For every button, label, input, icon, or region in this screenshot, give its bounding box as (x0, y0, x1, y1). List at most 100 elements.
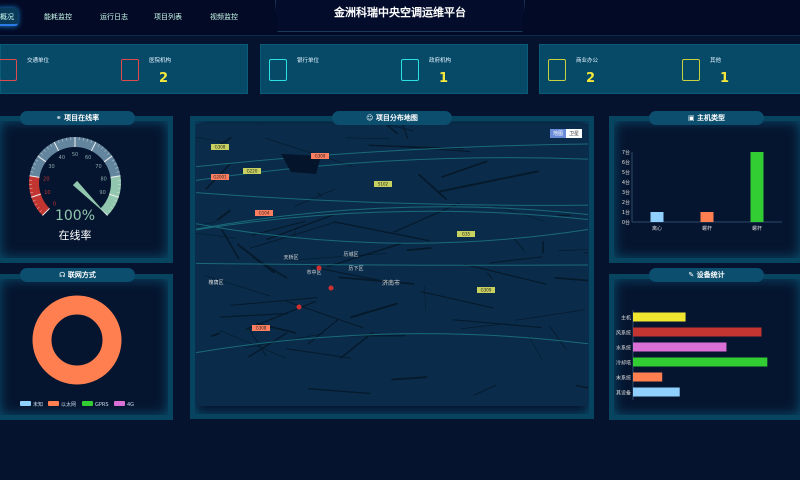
gauge-tick (103, 155, 113, 163)
nav-tab[interactable]: 概况 (0, 8, 18, 26)
map-road (512, 236, 525, 252)
bar (750, 152, 764, 222)
map-highway (196, 262, 588, 266)
gauge-tick (30, 192, 34, 194)
gauge-tick (57, 140, 60, 144)
gauge-tick (37, 155, 47, 163)
gauge-tick (90, 141, 97, 152)
map-road-sign (211, 174, 229, 180)
gauge-needle (72, 180, 107, 215)
y-tick-label: 水系统 (616, 345, 631, 352)
map-road (548, 325, 568, 351)
online-rate-title: ⚭ 项目在线率 (20, 111, 135, 125)
online-rate-gauge: 010 20 30 40 50 60 70 80 90 100% 在线率 (29, 137, 121, 242)
map-road-label: G220 (247, 169, 258, 174)
map-road (251, 220, 306, 236)
map-road (340, 331, 374, 359)
bar (650, 212, 664, 222)
map-highway (196, 143, 588, 168)
map-road (463, 263, 547, 285)
gauge-high-band (100, 175, 121, 216)
legend-swatch (20, 401, 31, 406)
legend-swatch (114, 401, 125, 406)
nav-tab[interactable]: 能耗监控 (44, 13, 72, 21)
map-road (473, 384, 496, 396)
stat-value: 2 (159, 71, 169, 86)
gauge-tick (101, 146, 104, 150)
stat-label: 交通单位 (27, 58, 50, 64)
gauge-tick (46, 146, 49, 150)
project-marker (328, 285, 334, 291)
map-highway (196, 192, 588, 206)
map-district-label: 天桥区 (283, 254, 298, 261)
map-road-label: G104 (259, 211, 270, 216)
stat-value: 1 (439, 71, 449, 86)
satellite-button[interactable]: 卫星 (568, 131, 579, 137)
y-tick-label: 末系统 (616, 375, 631, 382)
gauge-tick (107, 152, 110, 155)
map-button[interactable]: 地图 (549, 129, 566, 138)
gauge-tick (35, 159, 39, 162)
gauge-tick (39, 210, 42, 213)
legend-label: 未知 (33, 401, 43, 408)
map-highway (196, 333, 588, 354)
bar (633, 327, 762, 337)
map-road (256, 322, 297, 334)
gauge-tick-label: 10 (44, 190, 50, 196)
map-road-label: S102 (378, 182, 389, 187)
user-icon: ☺ (366, 114, 376, 122)
y-tick-label: 其设备 (616, 390, 631, 397)
gauge-low-band (29, 175, 50, 216)
y-tick-label: 4台 (622, 179, 630, 186)
map-road (333, 221, 430, 242)
map-road-sign (243, 168, 261, 174)
legend-label: GPRS (95, 402, 109, 408)
map-road (350, 302, 398, 319)
y-tick-label: 冷却塔 (616, 360, 631, 367)
link-icon: ⚭ (55, 114, 65, 122)
bar (700, 212, 714, 222)
stat-value: 2 (586, 71, 596, 86)
office-building-icon (548, 59, 566, 81)
map-road (219, 312, 289, 318)
map-road (294, 188, 336, 207)
map-road (401, 124, 409, 140)
nav-tab[interactable]: 视频监控 (210, 13, 238, 21)
stat-label: 其他 (710, 58, 722, 64)
bank-icon (269, 59, 287, 81)
gauge-tick (29, 175, 40, 178)
map-road (423, 285, 427, 311)
gauge-tick (61, 138, 64, 142)
gauge-tick (108, 210, 111, 213)
device-stats-chart: 主机风系统水系统冷却塔末系统其设备0台5台10台15台20台25台 (616, 310, 768, 400)
network-title: ☊ 联网方式 (20, 268, 135, 282)
map-road (489, 256, 543, 264)
gauge-tick (40, 152, 43, 155)
map-road-sign (252, 325, 270, 331)
device-stats-title: ✎ 设备统计 (649, 268, 764, 282)
x-tick-label: 螺杆 (702, 225, 712, 232)
bar (633, 372, 663, 382)
car-icon (0, 59, 17, 81)
gauge-tick (115, 167, 119, 169)
map-road (216, 209, 232, 222)
other-building-icon (682, 59, 700, 81)
project-map[interactable]: 天桥区 历城区 历下区 市中区 槐荫区 济南市 G308 G309 G220 G2001 S102 G… (196, 124, 588, 406)
legend-label: 以太网 (61, 401, 76, 408)
gauge-tick (31, 167, 35, 169)
map-road (391, 376, 428, 381)
map-road (307, 388, 371, 395)
gauge-tick-label: 60 (85, 155, 91, 161)
nav-tab[interactable]: 项目列表 (154, 13, 182, 21)
legend-label: 4G (127, 402, 134, 408)
gauge-tick (66, 137, 68, 141)
antenna-icon: ☊ (59, 271, 68, 279)
map-road (307, 318, 340, 345)
map-highway (196, 210, 588, 231)
map-road-label: G2001 (213, 175, 227, 180)
map-road (486, 272, 494, 280)
gauge-tick (109, 193, 119, 198)
nav-tab[interactable]: 运行日志 (100, 13, 128, 21)
gauge-tick-label: 50 (72, 152, 78, 158)
